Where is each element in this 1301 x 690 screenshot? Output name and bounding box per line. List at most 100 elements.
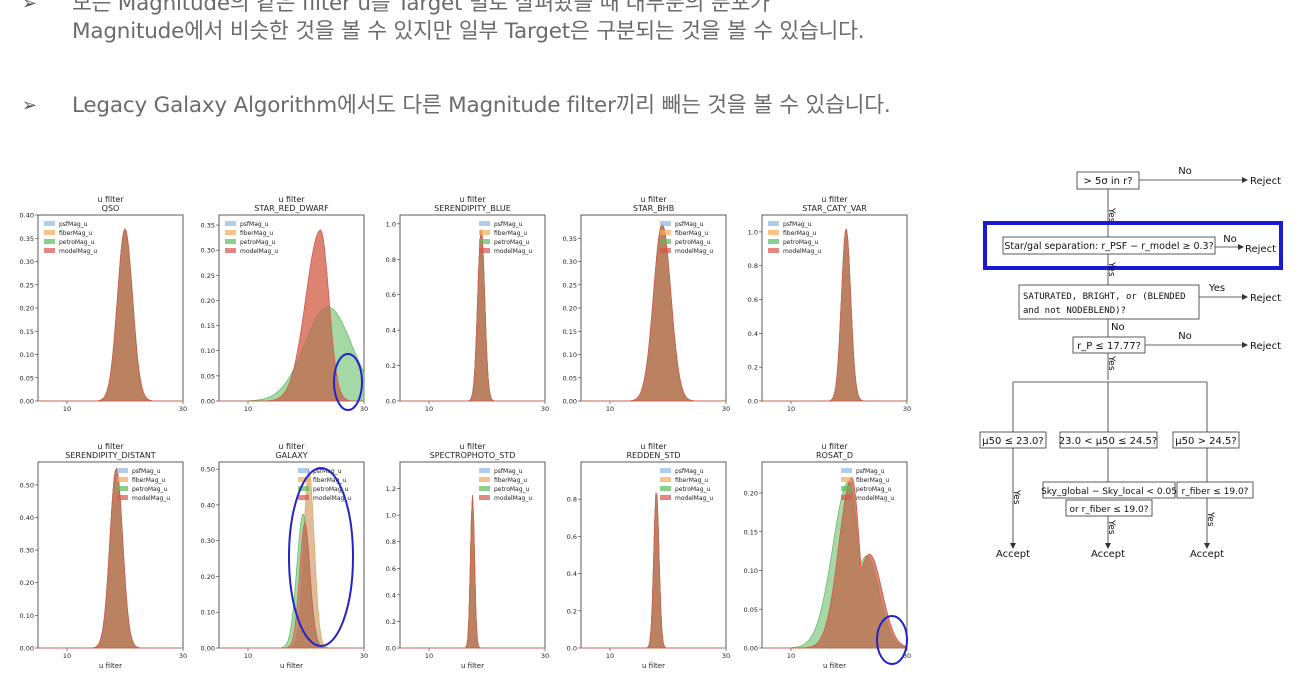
legend-label: psfMag_u (313, 468, 342, 475)
flow-text-c2b1: Sky_global − Sky_local < 0.05 (1041, 487, 1177, 497)
flow-yes-4: Yes (1106, 355, 1116, 371)
x-tick-label: 30 (903, 405, 911, 413)
y-tick-label: 0.25 (20, 281, 34, 289)
y-tick-label: 0.30 (201, 247, 215, 255)
flow-yes-c2: Yes (1106, 519, 1116, 535)
x-tick-label: 10 (606, 652, 614, 660)
y-tick-label: 1.0 (748, 228, 758, 236)
y-tick-label: 0.05 (201, 372, 215, 380)
y-tick-label: 0.50 (201, 466, 215, 474)
series-modelmag_u-area (219, 229, 364, 402)
legend-label: modelMag_u (494, 495, 532, 502)
y-tick-label: 0.00 (744, 645, 758, 653)
chart-subtitle: GALAXY (275, 451, 307, 460)
legend-swatch (225, 239, 236, 244)
legend-swatch (479, 230, 490, 235)
y-tick-label: 0.50 (20, 481, 34, 489)
flow-yes-2: Yes (1106, 261, 1116, 277)
legend-swatch (298, 486, 309, 491)
y-tick-label: 0.8 (386, 256, 396, 264)
y-tick-label: 0.30 (201, 537, 215, 545)
flow-text-c2b2: or r_fiber ≤ 19.0? (1070, 505, 1149, 515)
series-petromag_u-area (400, 229, 545, 402)
flow-reject-2: Reject (1245, 244, 1276, 255)
legend-label: petroMag_u (132, 486, 168, 493)
y-tick-label: 0.00 (563, 398, 577, 406)
annotation-ellipse (288, 467, 354, 647)
y-tick-label: 0.40 (201, 501, 215, 509)
y-tick-label: 0.00 (20, 645, 34, 653)
series-psfmag_u-area (400, 229, 545, 402)
series-modelmag_u-area (400, 229, 545, 402)
legend-label: psfMag_u (132, 468, 161, 475)
legend-swatch (660, 468, 671, 473)
y-tick-label: 0.4 (567, 570, 577, 578)
chart-subtitle: ROSAT_D (816, 451, 853, 460)
legend-swatch (768, 230, 779, 235)
flow-accept-1: Accept (996, 549, 1030, 560)
chart-title: u filter (821, 442, 848, 451)
y-tick-label: 0.00 (201, 645, 215, 653)
series-modelmag_u-area (400, 495, 545, 649)
legend-label: modelMag_u (675, 248, 713, 255)
x-tick-label: 10 (787, 405, 795, 413)
y-tick-label: 0.20 (744, 490, 758, 498)
legend-swatch (117, 477, 128, 482)
flow-text-c1: μ50 ≤ 23.0? (982, 436, 1043, 447)
chart-title: u filter (821, 195, 848, 204)
legend-swatch (768, 221, 779, 226)
legend-label: fiberMag_u (494, 230, 527, 237)
series-fibermag_u-area (762, 228, 907, 402)
legend-swatch (841, 468, 852, 473)
histogram-spectrophoto-std: u filterSPECTROPHOTO_STD0.00.20.40.60.81… (386, 442, 549, 670)
y-tick-label: 0.20 (20, 305, 34, 313)
legend-label: petroMag_u (675, 239, 711, 246)
y-tick-label: 0.6 (567, 533, 577, 541)
chart-title: u filter (459, 195, 486, 204)
legend-swatch (479, 248, 490, 253)
x-tick-label: 30 (360, 652, 368, 660)
legend-swatch (841, 495, 852, 500)
y-tick-label: 0.30 (563, 258, 577, 266)
legend-label: psfMag_u (856, 468, 885, 475)
x-tick-label: 10 (606, 405, 614, 413)
bullet-item-1: ➢ 모든 Magnitude의 같은 filter u를 Target 별로 살… (22, 0, 865, 46)
chart-subtitle: STAR_RED_DWARF (254, 204, 329, 213)
y-tick-label: 0.40 (20, 212, 34, 220)
flow-text-c3: μ50 > 24.5? (1175, 436, 1236, 447)
series-modelmag_u-area (762, 477, 908, 649)
x-tick-label: 30 (541, 405, 549, 413)
y-tick-label: 0.4 (386, 591, 396, 599)
chart-subtitle: STAR_CATY_VAR (802, 204, 867, 213)
series-modelmag_u-area (581, 492, 726, 649)
legend-label: modelMag_u (856, 495, 894, 502)
flow-box-q3 (1018, 284, 1200, 320)
flow-box-q2 (1002, 236, 1216, 255)
chart-title: u filter (278, 442, 305, 451)
y-tick-label: 0.15 (20, 328, 34, 336)
x-tick-label: 30 (722, 405, 730, 413)
x-tick-label: 10 (63, 652, 71, 660)
x-tick-label: 30 (360, 405, 368, 413)
flow-accept-2: Accept (1091, 549, 1125, 560)
legend-swatch (479, 486, 490, 491)
x-axis-label: u filter (280, 662, 303, 670)
annotation-circle (333, 353, 363, 411)
y-tick-label: 0.30 (20, 258, 34, 266)
legend-label: fiberMag_u (59, 230, 92, 237)
legend-label: fiberMag_u (132, 477, 165, 484)
legend-label: modelMag_u (783, 248, 821, 255)
y-tick-label: 0.25 (563, 281, 577, 289)
y-tick-label: 0.00 (201, 398, 215, 406)
y-tick-label: 0.05 (744, 606, 758, 614)
flow-box-c2 (1059, 431, 1158, 449)
legend-label: fiberMag_u (240, 230, 273, 237)
legend-swatch (44, 239, 55, 244)
legend-label: petroMag_u (494, 486, 530, 493)
chart-title: u filter (97, 195, 124, 204)
series-psfmag_u-area (762, 228, 907, 402)
series-modelmag_u-area (38, 228, 183, 402)
y-tick-label: 0.00 (20, 398, 34, 406)
x-tick-label: 10 (244, 652, 252, 660)
